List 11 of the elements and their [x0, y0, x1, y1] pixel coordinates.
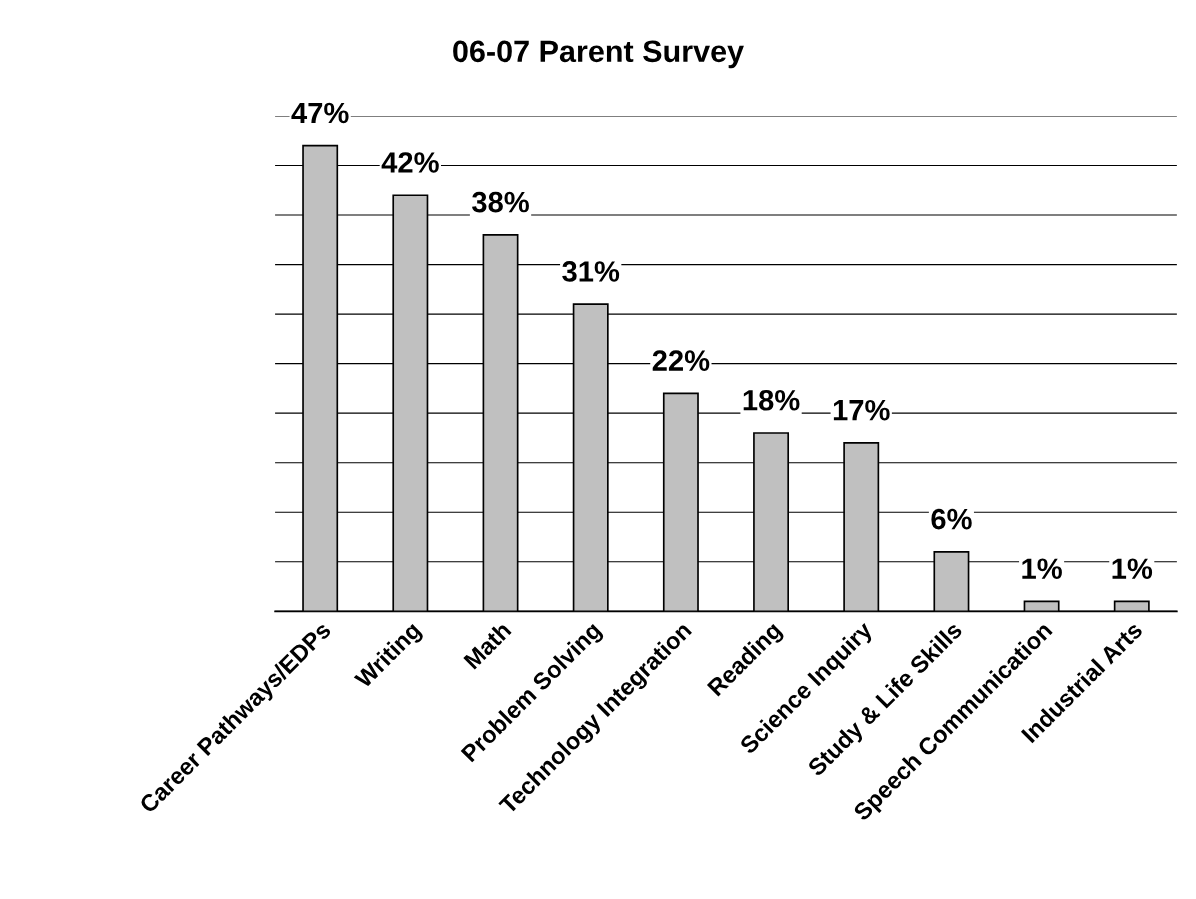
data-label: 1% [1112, 558, 1153, 579]
data-label: 31% [562, 261, 620, 282]
data-label: 17% [833, 399, 890, 421]
data-label: 47% [291, 102, 349, 124]
data-label: 38% [472, 191, 529, 213]
data-label: 1% [1022, 558, 1062, 579]
data-label: 18% [743, 389, 800, 411]
data-label: 6% [931, 508, 972, 530]
data-label: 22% [652, 350, 710, 371]
chart-title: 06-07 Parent Survey [453, 40, 744, 69]
data-label: 42% [381, 152, 439, 173]
